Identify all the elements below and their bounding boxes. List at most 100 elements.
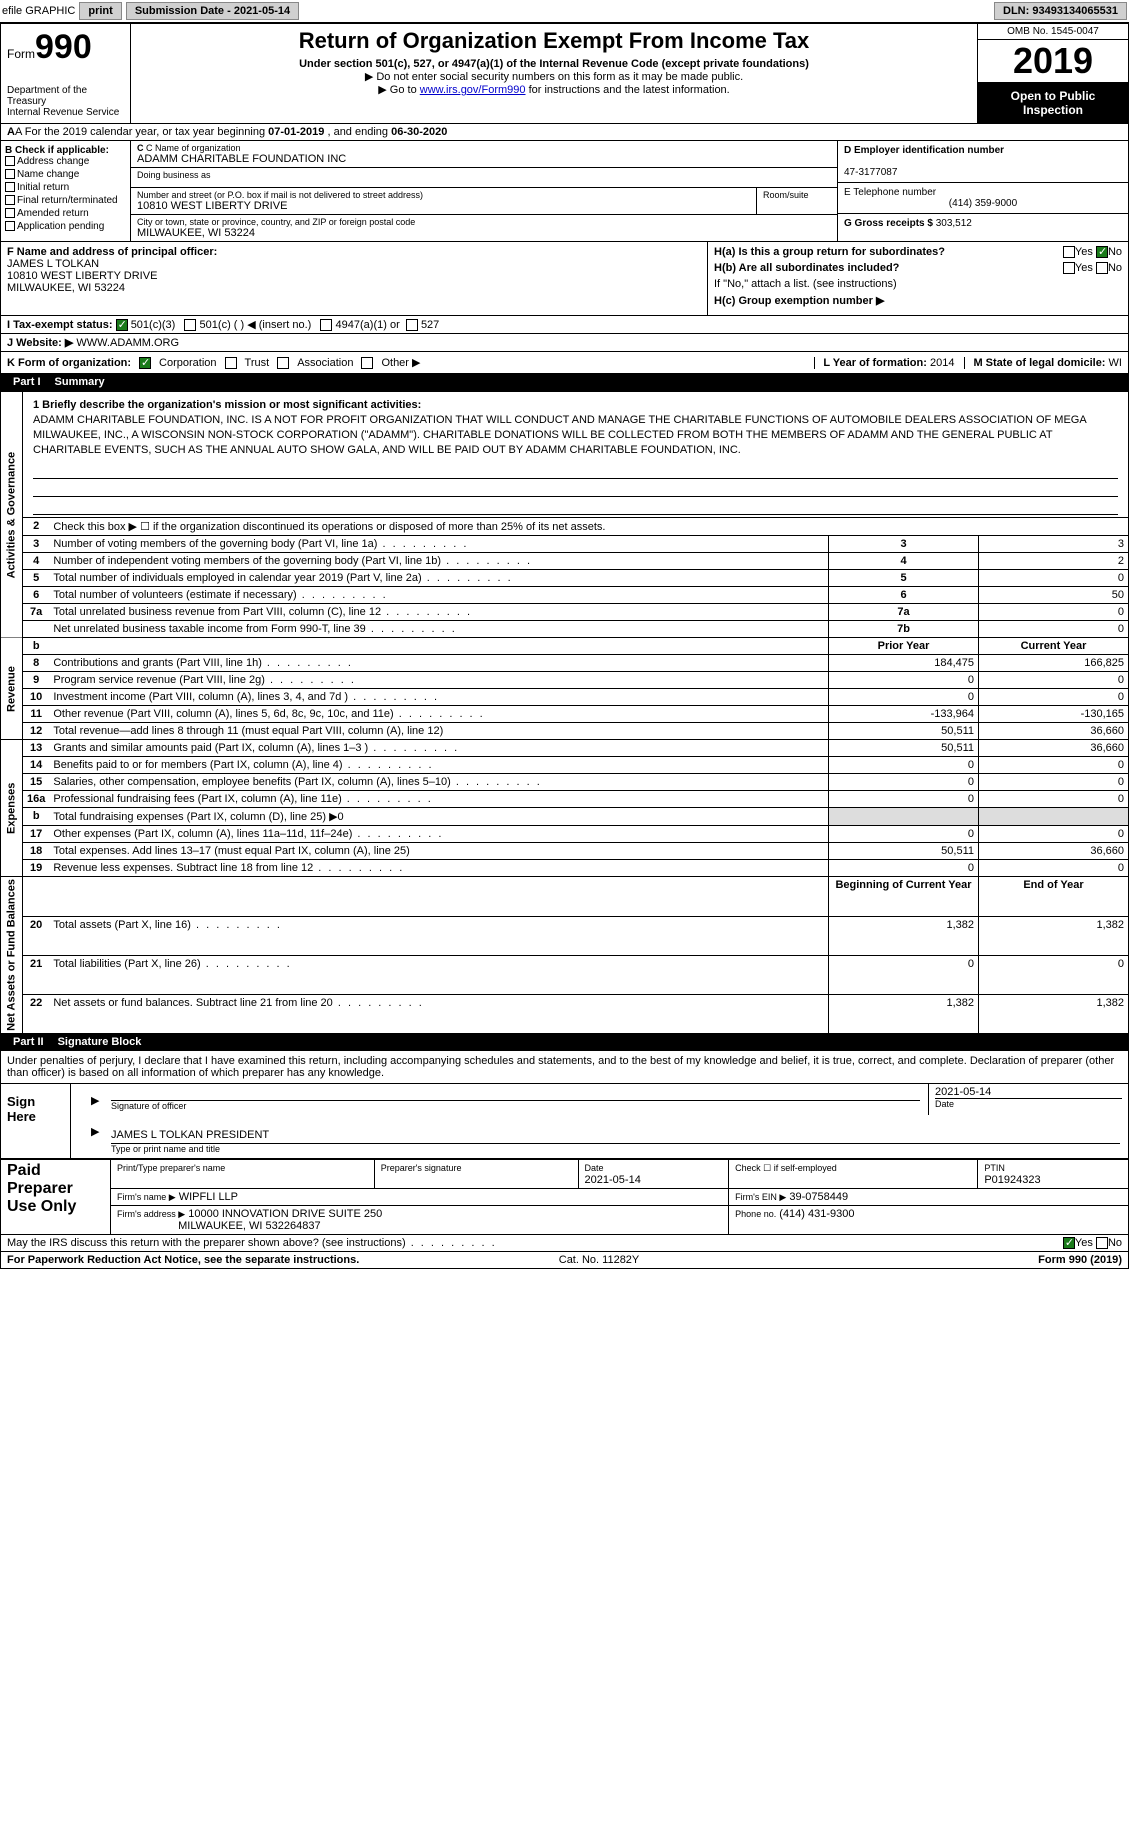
line-12: 12Total revenue—add lines 8 through 11 (… bbox=[1, 723, 1129, 740]
sig-date: 2021-05-14 bbox=[935, 1086, 1122, 1098]
blank-line bbox=[33, 483, 1118, 497]
prep-date: 2021-05-14 bbox=[585, 1174, 641, 1186]
vlabel-exp: Expenses bbox=[1, 740, 23, 877]
addr-label: Number and street (or P.O. box if mail i… bbox=[137, 190, 750, 200]
officer-addr1: 10810 WEST LIBERTY DRIVE bbox=[7, 270, 157, 282]
dba-label: Doing business as bbox=[137, 170, 831, 180]
j-label: J Website: ▶ bbox=[7, 337, 73, 349]
submission-date: Submission Date - 2021-05-14 bbox=[126, 2, 299, 20]
arrow-note-2: ▶ Go to www.irs.gov/Form990 for instruct… bbox=[137, 83, 971, 96]
rowa-pre: A For the 2019 calendar year, or tax yea… bbox=[15, 126, 268, 138]
ein-value: 47-3177087 bbox=[844, 167, 897, 178]
discuss-question: May the IRS discuss this return with the… bbox=[7, 1237, 497, 1249]
chk-other[interactable] bbox=[361, 357, 373, 369]
hdr-end-year: End of Year bbox=[979, 877, 1129, 916]
block-h: H(a) Is this a group return for subordin… bbox=[708, 242, 1128, 315]
sig-of-officer-label: Signature of officer bbox=[71, 1101, 928, 1115]
hb-no: No bbox=[1108, 262, 1122, 274]
chk-501c[interactable] bbox=[184, 319, 196, 331]
line-14: 14Benefits paid to or for members (Part … bbox=[1, 757, 1129, 774]
efile-topbar: efile GRAPHIC print Submission Date - 20… bbox=[0, 0, 1129, 23]
hdr-current-year: Current Year bbox=[979, 638, 1129, 655]
summary-table: Activities & Governance 1 Briefly descri… bbox=[0, 391, 1129, 1034]
arrow2-pre: ▶ Go to bbox=[378, 84, 419, 96]
ha-label: H(a) Is this a group return for subordin… bbox=[714, 246, 945, 258]
row-a-taxyear: AA For the 2019 calendar year, or tax ye… bbox=[0, 124, 1129, 141]
chk-address-change[interactable]: Address change bbox=[5, 156, 126, 167]
part1-num: Part I bbox=[7, 376, 47, 388]
arrow-note-1: ▶ Do not enter social security numbers o… bbox=[137, 70, 971, 83]
chk-amended-return[interactable]: Amended return bbox=[5, 208, 126, 219]
irs-link[interactable]: www.irs.gov/Form990 bbox=[420, 84, 526, 96]
print-button[interactable]: print bbox=[79, 2, 121, 20]
chk-initial-return[interactable]: Initial return bbox=[5, 182, 126, 193]
city-label: City or town, state or province, country… bbox=[137, 217, 831, 227]
fh-block: F Name and address of principal officer:… bbox=[0, 242, 1129, 316]
chk-4947[interactable] bbox=[320, 319, 332, 331]
dept-irs: Internal Revenue Service bbox=[7, 107, 124, 118]
blank-line bbox=[33, 465, 1118, 479]
line-3: 3Number of voting members of the governi… bbox=[1, 536, 1129, 553]
line-7b: Net unrelated business taxable income fr… bbox=[1, 621, 1129, 638]
sig-declaration: Under penalties of perjury, I declare th… bbox=[1, 1051, 1128, 1084]
open-to-public: Open to Public Inspection bbox=[978, 83, 1128, 123]
chk-corp[interactable] bbox=[139, 357, 151, 369]
footer-right: Form 990 (2019) bbox=[1038, 1254, 1122, 1266]
phone-label: E Telephone number bbox=[844, 187, 936, 198]
signature-block: Under penalties of perjury, I declare th… bbox=[0, 1051, 1129, 1159]
discuss-yes: Yes bbox=[1075, 1237, 1093, 1249]
line-11: 11Other revenue (Part VIII, column (A), … bbox=[1, 706, 1129, 723]
arrow2-post: for instructions and the latest informat… bbox=[526, 84, 730, 96]
ha-no-checkbox[interactable] bbox=[1096, 246, 1108, 258]
col-de: D Employer identification number 47-3177… bbox=[838, 141, 1128, 241]
discuss-row: May the IRS discuss this return with the… bbox=[0, 1235, 1129, 1252]
chk-final-return[interactable]: Final return/terminated bbox=[5, 195, 126, 206]
chk-527[interactable] bbox=[406, 319, 418, 331]
chk-application-pending[interactable]: Application pending bbox=[5, 221, 126, 232]
k-label: K Form of organization: bbox=[7, 357, 131, 369]
ha-yes-checkbox[interactable] bbox=[1063, 246, 1075, 258]
c-name-label: C Name of organization bbox=[146, 143, 241, 153]
name-title-label: Type or print name and title bbox=[71, 1144, 1128, 1158]
line-19: 19Revenue less expenses. Subtract line 1… bbox=[1, 860, 1129, 877]
chk-assoc[interactable] bbox=[277, 357, 289, 369]
chk-501c3[interactable] bbox=[116, 319, 128, 331]
footer-mid: Cat. No. 11282Y bbox=[559, 1254, 640, 1266]
l-value: 2014 bbox=[930, 357, 954, 369]
gross-value: 303,512 bbox=[936, 218, 972, 229]
i-501c3: 501(c)(3) bbox=[131, 319, 176, 331]
street-address: 10810 WEST LIBERTY DRIVE bbox=[137, 200, 750, 212]
dln: DLN: 93493134065531 bbox=[994, 2, 1127, 20]
gross-label: G Gross receipts $ bbox=[844, 218, 933, 229]
org-name: ADAMM CHARITABLE FOUNDATION INC bbox=[137, 153, 831, 165]
header-center: Return of Organization Exempt From Incom… bbox=[131, 24, 978, 123]
firm-phone: (414) 431-9300 bbox=[779, 1208, 854, 1220]
city-value: MILWAUKEE, WI 53224 bbox=[137, 227, 831, 239]
officer-name: JAMES L TOLKAN bbox=[7, 258, 99, 270]
mission-lead: 1 Briefly describe the organization's mi… bbox=[33, 399, 421, 411]
signature-line: ▶ bbox=[111, 1100, 920, 1101]
hb-no-checkbox[interactable] bbox=[1096, 262, 1108, 274]
dept-treasury: Department of the Treasury bbox=[7, 85, 124, 107]
line-5: 5Total number of individuals employed in… bbox=[1, 570, 1129, 587]
hdr-beg-year: Beginning of Current Year bbox=[829, 877, 979, 916]
officer-signed-name: JAMES L TOLKAN PRESIDENT bbox=[111, 1129, 269, 1141]
prep-sig-label: Preparer's signature bbox=[381, 1163, 462, 1173]
rowa-mid: , and ending bbox=[324, 126, 391, 138]
line-22: 22Net assets or fund balances. Subtract … bbox=[1, 995, 1129, 1034]
chk-trust[interactable] bbox=[225, 357, 237, 369]
header-right: OMB No. 1545-0047 2019 Open to Public In… bbox=[978, 24, 1128, 123]
part2-header: Part II Signature Block bbox=[0, 1034, 1129, 1051]
line-18: 18Total expenses. Add lines 13–17 (must … bbox=[1, 843, 1129, 860]
discuss-yes-checkbox[interactable] bbox=[1063, 1237, 1075, 1249]
i-527: 527 bbox=[421, 319, 439, 331]
omb-number: OMB No. 1545-0047 bbox=[978, 24, 1128, 40]
form-header: Form990 Department of the Treasury Inter… bbox=[0, 23, 1129, 124]
hb-yes-checkbox[interactable] bbox=[1063, 262, 1075, 274]
colb-title: B Check if applicable: bbox=[5, 145, 109, 156]
line-7a: 7aTotal unrelated business revenue from … bbox=[1, 604, 1129, 621]
ha-yes: Yes bbox=[1075, 246, 1093, 258]
discuss-no-checkbox[interactable] bbox=[1096, 1237, 1108, 1249]
inspection-1: Open to Public bbox=[980, 89, 1126, 103]
chk-name-change[interactable]: Name change bbox=[5, 169, 126, 180]
